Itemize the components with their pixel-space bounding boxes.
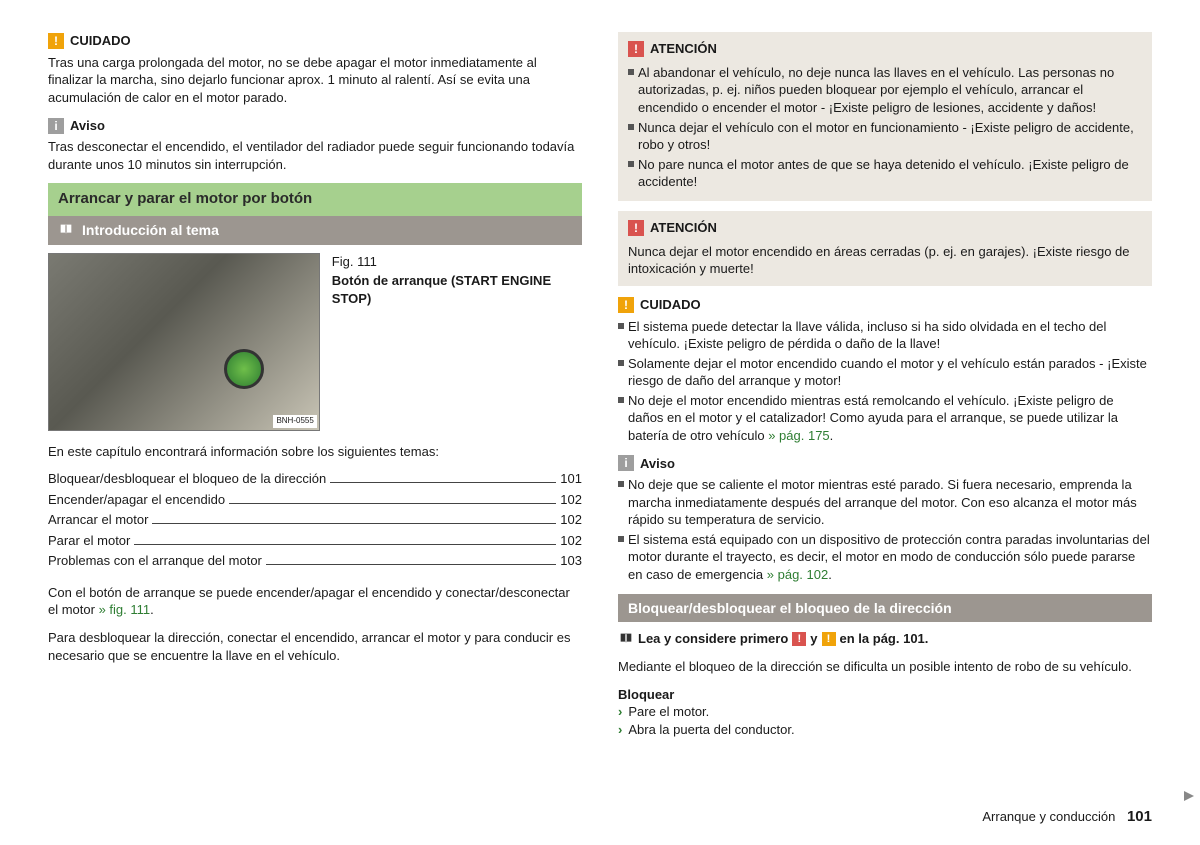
bullet: No deje el motor encendido mientras está… xyxy=(618,392,1152,445)
toc-row: Problemas con el arranque del motor103 xyxy=(48,552,582,570)
intro-heading: Introducción al tema xyxy=(48,216,582,245)
figure-caption-bold: Botón de arranque (START ENGINE STOP) xyxy=(332,273,551,306)
figure-image: BNH-0555 xyxy=(48,253,320,431)
figure-caption: Fig. 111 Botón de arranque (START ENGINE… xyxy=(332,253,582,431)
read-first: Lea y considere primero ! y ! en la pág.… xyxy=(618,630,1152,648)
cuidado-text: Tras una carga prolongada del motor, no … xyxy=(48,54,582,107)
bullet: No deje que se caliente el motor mientra… xyxy=(618,476,1152,529)
book-icon xyxy=(618,631,634,647)
page-footer: Arranque y conducción 101 xyxy=(982,807,1152,827)
square-bullet-icon xyxy=(618,397,624,403)
figure-tag: BNH-0555 xyxy=(273,415,316,428)
figure-number: Fig. 111 xyxy=(332,253,582,271)
sub-heading: Bloquear/desbloquear el bloqueo de la di… xyxy=(618,594,1152,623)
step: ›Abra la puerta del conductor. xyxy=(618,721,1152,739)
square-bullet-icon xyxy=(628,69,634,75)
toc-row: Arrancar el motor102 xyxy=(48,511,582,529)
start-button-graphic xyxy=(224,349,264,389)
book-icon xyxy=(58,222,74,238)
left-column: ! CUIDADO Tras una carga prolongada del … xyxy=(48,32,582,825)
para-2: Para desbloquear la dirección, conectar … xyxy=(48,629,582,664)
bullet: No pare nunca el motor antes de que se h… xyxy=(628,156,1142,191)
chevron-icon: › xyxy=(618,721,622,739)
toc: Bloquear/desbloquear el bloqueo de la di… xyxy=(48,470,582,570)
atencion-block-1: ! ATENCIÓN Al abandonar el vehículo, no … xyxy=(618,32,1152,201)
atencion-block-2: ! ATENCIÓN Nunca dejar el motor encendid… xyxy=(618,211,1152,286)
aviso-text: Tras desconectar el encendido, el ventil… xyxy=(48,138,582,173)
atencion-label: ! ATENCIÓN xyxy=(628,219,717,237)
page-link[interactable]: » pág. 102 xyxy=(767,567,828,582)
square-bullet-icon xyxy=(618,360,624,366)
warning-icon: ! xyxy=(618,297,634,313)
footer-section: Arranque y conducción xyxy=(982,809,1115,824)
square-bullet-icon xyxy=(618,323,624,329)
info-icon: i xyxy=(618,455,634,471)
toc-row: Encender/apagar el encendido102 xyxy=(48,491,582,509)
page-link[interactable]: » pág. 175 xyxy=(768,428,829,443)
bloquear-title: Bloquear xyxy=(618,686,1152,704)
info-icon: i xyxy=(48,118,64,134)
section-heading: Arrancar y parar el motor por botón xyxy=(48,183,582,215)
bullet: Nunca dejar el vehículo con el motor en … xyxy=(628,119,1142,154)
bullet: Solamente dejar el motor encendido cuand… xyxy=(618,355,1152,390)
step: ›Pare el motor. xyxy=(618,703,1152,721)
warning-icon: ! xyxy=(822,632,836,646)
danger-icon: ! xyxy=(792,632,806,646)
square-bullet-icon xyxy=(628,161,634,167)
toc-row: Bloquear/desbloquear el bloqueo de la di… xyxy=(48,470,582,488)
aviso-label-text: Aviso xyxy=(70,117,105,135)
toc-intro: En este capítulo encontrará información … xyxy=(48,443,582,461)
fig-link[interactable]: » fig. 111 xyxy=(99,602,151,617)
bullet: Al abandonar el vehículo, no deje nunca … xyxy=(628,64,1142,117)
bullet: El sistema puede detectar la llave válid… xyxy=(618,318,1152,353)
toc-row: Parar el motor102 xyxy=(48,532,582,550)
danger-icon: ! xyxy=(628,41,644,57)
aviso-label-r: i Aviso xyxy=(618,455,675,473)
cuidado-label: ! CUIDADO xyxy=(48,32,131,50)
lock-intro: Mediante el bloqueo de la dirección se d… xyxy=(618,658,1152,676)
chevron-icon: › xyxy=(618,703,622,721)
square-bullet-icon xyxy=(618,536,624,542)
atencion-label: ! ATENCIÓN xyxy=(628,40,717,58)
atencion-2-text: Nunca dejar el motor encendido en áreas … xyxy=(628,243,1142,278)
right-column: ! ATENCIÓN Al abandonar el vehículo, no … xyxy=(618,32,1152,825)
bullet: El sistema está equipado con un disposit… xyxy=(618,531,1152,584)
para-1: Con el botón de arranque se puede encend… xyxy=(48,584,582,619)
square-bullet-icon xyxy=(618,481,624,487)
continue-icon xyxy=(1184,791,1194,801)
footer-page: 101 xyxy=(1127,808,1152,825)
cuidado-label-text: CUIDADO xyxy=(70,32,131,50)
square-bullet-icon xyxy=(628,124,634,130)
cuidado-label-r: ! CUIDADO xyxy=(618,296,701,314)
warning-icon: ! xyxy=(48,33,64,49)
danger-icon: ! xyxy=(628,220,644,236)
figure-row: BNH-0555 Fig. 111 Botón de arranque (STA… xyxy=(48,253,582,431)
aviso-label: i Aviso xyxy=(48,117,105,135)
intro-heading-text: Introducción al tema xyxy=(82,221,219,240)
